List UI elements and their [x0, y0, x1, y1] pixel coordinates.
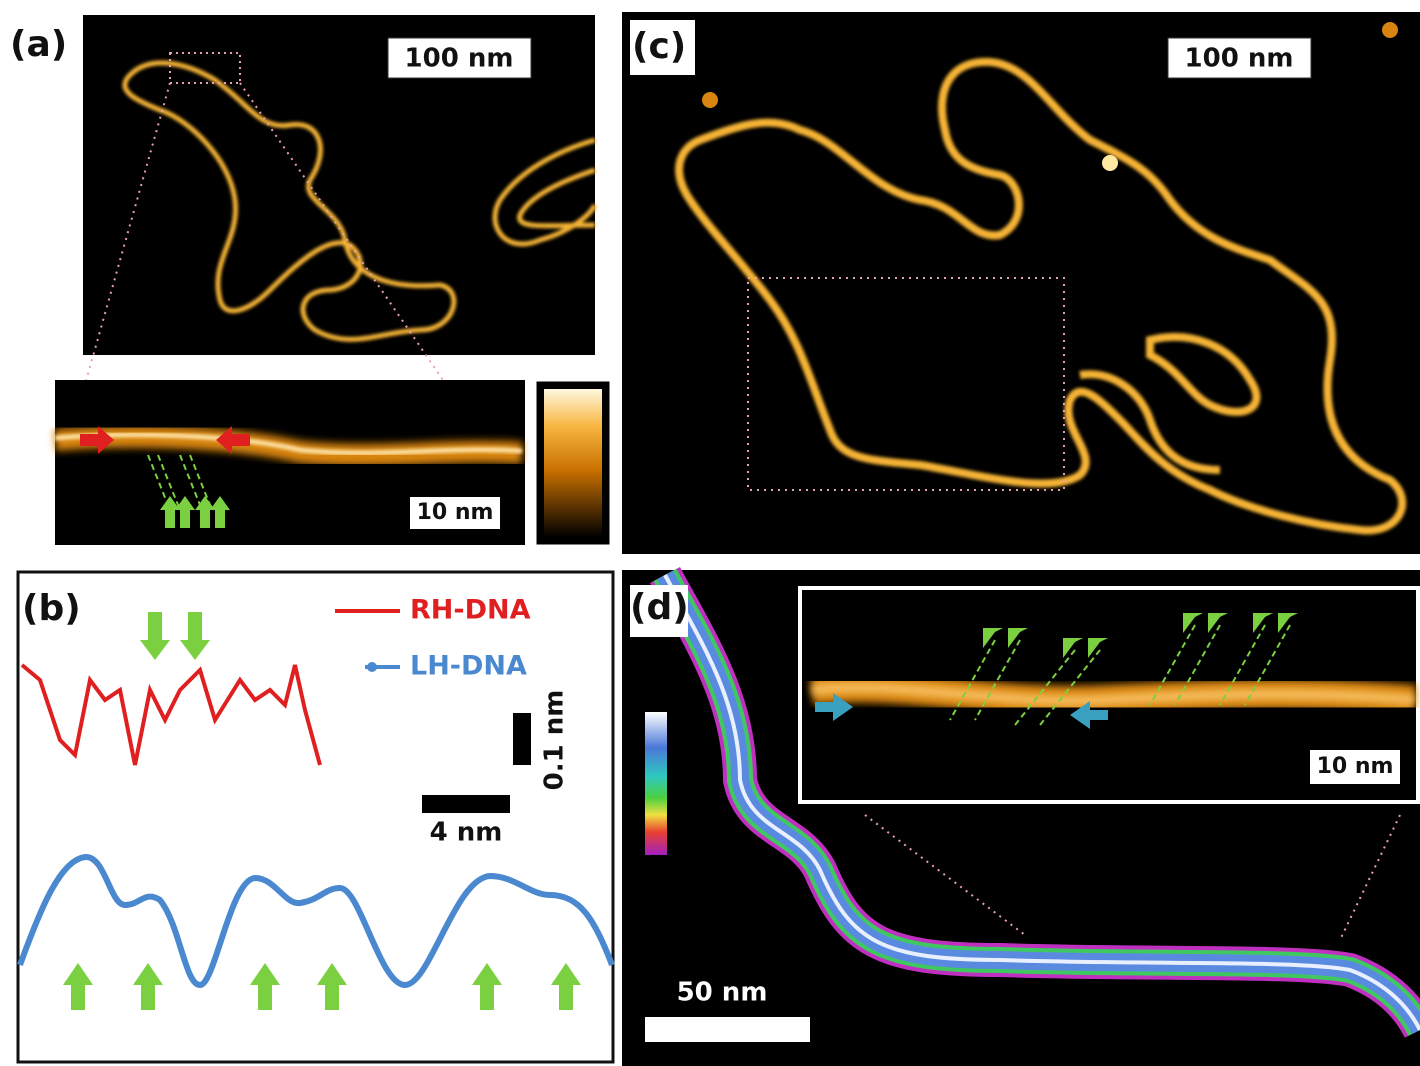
panel-label: (b)	[22, 588, 81, 629]
blob	[702, 92, 718, 108]
panel-a: 100 nm (a) 10 nm	[10, 15, 608, 545]
scale-bar	[422, 795, 510, 813]
scale-bar	[513, 713, 531, 765]
scale-label: 4 nm	[430, 818, 503, 848]
scale-label: 100 nm	[405, 44, 514, 74]
scale-label: 0.1 nm	[540, 690, 570, 791]
colorbar	[645, 712, 667, 855]
blob	[1102, 155, 1118, 171]
scale-label: 100 nm	[1185, 44, 1294, 74]
legend-label: LH-DNA	[410, 651, 527, 682]
figure: 100 nm (a) 10 nm (b) R	[0, 0, 1420, 1066]
legend-swatch	[367, 662, 377, 672]
scale-label: 50 nm	[677, 978, 768, 1008]
panel-label: (c)	[632, 26, 686, 67]
blob	[1382, 22, 1398, 38]
panel-b: (b) RH-DNA LH-DNA 0.1 nm 4 nm	[18, 572, 613, 1062]
scale-bar	[645, 1017, 810, 1042]
scale-label: 10 nm	[1317, 754, 1394, 779]
colorbar	[544, 389, 602, 537]
panel-d: 10 nm (d) 50 nm	[622, 570, 1420, 1066]
panel-c: 100 nm (c)	[622, 12, 1420, 554]
profile-frame	[18, 572, 613, 1062]
scale-label: 10 nm	[417, 500, 494, 525]
panel-label: (d)	[630, 587, 689, 628]
legend-label: RH-DNA	[410, 595, 531, 626]
panel-label: (a)	[10, 24, 67, 65]
